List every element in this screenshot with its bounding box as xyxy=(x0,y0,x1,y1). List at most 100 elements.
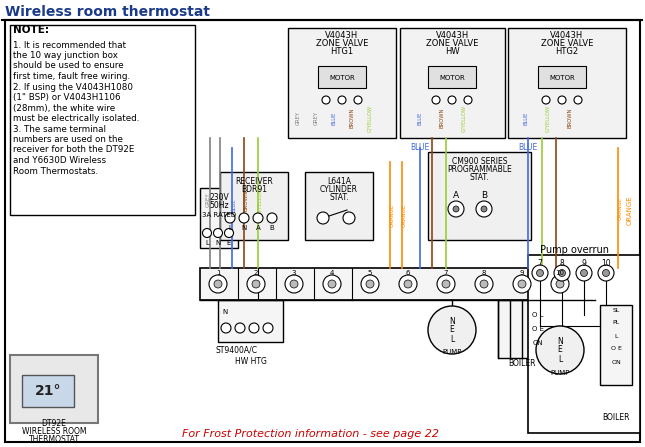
Text: ORANGE: ORANGE xyxy=(390,203,395,227)
Text: PUMP: PUMP xyxy=(442,349,462,355)
Circle shape xyxy=(476,201,492,217)
Text: L: L xyxy=(228,225,232,231)
Text: BLUE: BLUE xyxy=(410,143,430,152)
Text: numbers are used on the: numbers are used on the xyxy=(13,135,123,144)
Text: For Frost Protection information - see page 22: For Frost Protection information - see p… xyxy=(181,429,439,439)
Text: ZONE VALVE: ZONE VALVE xyxy=(541,39,593,49)
Circle shape xyxy=(239,213,249,223)
Text: MOTOR: MOTOR xyxy=(439,75,465,81)
Circle shape xyxy=(556,280,564,288)
Text: 9: 9 xyxy=(582,258,586,267)
Text: Wireless room thermostat: Wireless room thermostat xyxy=(5,5,210,19)
Text: BROWN: BROWN xyxy=(350,108,355,128)
Text: GREY: GREY xyxy=(206,193,210,207)
Circle shape xyxy=(404,280,412,288)
Circle shape xyxy=(338,96,346,104)
Text: N: N xyxy=(222,309,227,315)
Circle shape xyxy=(317,212,329,224)
Text: 7: 7 xyxy=(444,270,448,276)
Circle shape xyxy=(253,213,263,223)
Circle shape xyxy=(323,275,341,293)
Text: 2: 2 xyxy=(254,270,258,276)
Text: GREY: GREY xyxy=(313,111,319,125)
Text: O E: O E xyxy=(611,346,621,351)
Text: G/YELLOW: G/YELLOW xyxy=(546,105,550,131)
Text: SL: SL xyxy=(612,308,620,312)
Circle shape xyxy=(542,96,550,104)
Text: PROGRAMMABLE: PROGRAMMABLE xyxy=(447,165,512,174)
Circle shape xyxy=(214,280,222,288)
Text: V4043H: V4043H xyxy=(436,31,469,41)
Text: CYLINDER: CYLINDER xyxy=(320,186,358,194)
Text: 6: 6 xyxy=(406,270,410,276)
Text: E: E xyxy=(558,346,562,354)
Circle shape xyxy=(437,275,455,293)
Bar xyxy=(220,172,288,240)
Text: N: N xyxy=(449,316,455,325)
Text: BLUE: BLUE xyxy=(417,111,422,125)
Circle shape xyxy=(559,270,566,277)
Bar xyxy=(528,255,640,433)
Text: DT92E: DT92E xyxy=(41,418,66,427)
Circle shape xyxy=(464,96,472,104)
Text: A: A xyxy=(453,191,459,201)
Text: GREY: GREY xyxy=(219,193,224,207)
Bar xyxy=(200,268,595,300)
Circle shape xyxy=(554,265,570,281)
Circle shape xyxy=(580,270,588,277)
Text: BROWN: BROWN xyxy=(568,108,573,128)
Bar xyxy=(10,355,98,423)
Text: L641A: L641A xyxy=(327,177,351,186)
Text: Pump overrun: Pump overrun xyxy=(539,245,608,255)
Text: ORANGE: ORANGE xyxy=(617,196,622,219)
Text: 5: 5 xyxy=(368,270,372,276)
Text: A: A xyxy=(255,225,261,231)
Text: 21°: 21° xyxy=(35,384,61,398)
Circle shape xyxy=(221,323,231,333)
Circle shape xyxy=(354,96,362,104)
Text: 8: 8 xyxy=(482,270,486,276)
Text: Room Thermostats.: Room Thermostats. xyxy=(13,166,98,176)
Text: the 10 way junction box: the 10 way junction box xyxy=(13,51,118,60)
Circle shape xyxy=(252,280,260,288)
Text: and Y6630D Wireless: and Y6630D Wireless xyxy=(13,156,106,165)
Text: ORANGE: ORANGE xyxy=(627,195,633,225)
Text: N: N xyxy=(241,225,246,231)
Text: E: E xyxy=(227,240,231,246)
Circle shape xyxy=(448,96,456,104)
Text: B: B xyxy=(481,191,487,201)
Bar xyxy=(305,172,373,240)
Text: WIRELESS ROOM: WIRELESS ROOM xyxy=(22,426,86,435)
Bar xyxy=(218,300,283,342)
Bar xyxy=(600,305,632,385)
Text: (1" BSP) or V4043H1106: (1" BSP) or V4043H1106 xyxy=(13,93,121,102)
Text: L: L xyxy=(558,354,562,363)
Text: 50Hz: 50Hz xyxy=(209,202,229,211)
Bar xyxy=(10,25,195,215)
Text: 3: 3 xyxy=(292,270,296,276)
Circle shape xyxy=(290,280,298,288)
Text: 7: 7 xyxy=(537,258,542,267)
Bar xyxy=(508,28,626,138)
Circle shape xyxy=(432,96,440,104)
Text: 2. If using the V4043H1080: 2. If using the V4043H1080 xyxy=(13,83,133,92)
Bar xyxy=(200,188,238,248)
Text: L: L xyxy=(450,334,454,343)
Text: ZONE VALVE: ZONE VALVE xyxy=(426,39,479,49)
Text: V4043H: V4043H xyxy=(325,31,359,41)
Text: CM900 SERIES: CM900 SERIES xyxy=(451,157,507,166)
Circle shape xyxy=(448,201,464,217)
Text: B: B xyxy=(270,225,274,231)
Text: first time, fault free wiring.: first time, fault free wiring. xyxy=(13,72,130,81)
Text: HTG1: HTG1 xyxy=(330,47,353,56)
Text: O L: O L xyxy=(532,312,544,318)
Text: O E: O E xyxy=(532,326,544,332)
Text: 4: 4 xyxy=(330,270,334,276)
Circle shape xyxy=(366,280,374,288)
Text: 8: 8 xyxy=(560,258,564,267)
Circle shape xyxy=(442,280,450,288)
Text: G/YELLOW: G/YELLOW xyxy=(257,186,263,214)
Circle shape xyxy=(558,96,566,104)
Circle shape xyxy=(249,323,259,333)
Text: 10: 10 xyxy=(601,258,611,267)
